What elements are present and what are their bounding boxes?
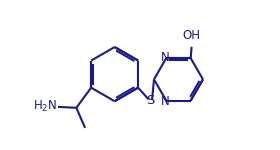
Text: N: N (161, 51, 170, 64)
Text: OH: OH (183, 29, 200, 42)
Text: H$_2$N: H$_2$N (33, 99, 57, 114)
Text: S: S (146, 94, 154, 107)
Text: N: N (161, 95, 170, 108)
